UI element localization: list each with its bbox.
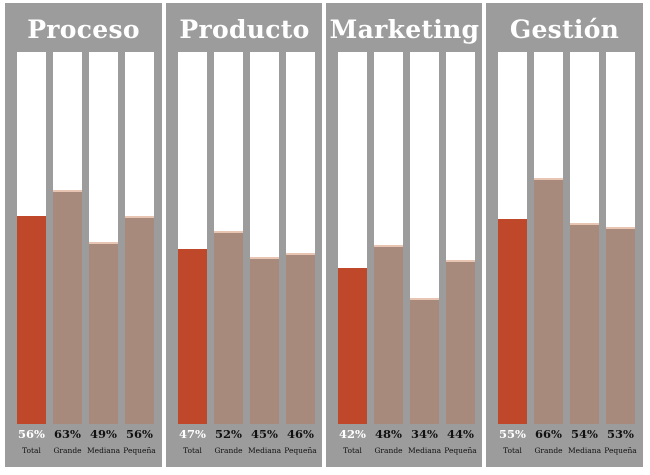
category-label: Pequeña xyxy=(123,446,156,455)
panel-title: Producto xyxy=(179,15,310,44)
data-label: 53% xyxy=(607,427,634,441)
category-label: Mediana xyxy=(247,446,282,455)
bar-proceso-pequena xyxy=(125,215,154,424)
bar-track xyxy=(534,52,563,424)
panel-title: Marketing xyxy=(329,15,480,44)
panel-divider xyxy=(162,0,164,475)
panel-producto: Producto 47% Total 52% Grande 45% Mediana 46% Pe… xyxy=(166,3,323,467)
data-label: 66% xyxy=(535,427,562,441)
bar-gestion-mediana xyxy=(570,223,599,424)
data-label: 42% xyxy=(339,427,366,441)
data-label: 48% xyxy=(375,427,402,441)
panel-title: Gestión xyxy=(509,15,620,44)
category-label: Total xyxy=(183,446,202,455)
bar-track xyxy=(214,52,243,424)
bar-producto-pequena xyxy=(286,252,315,424)
bar-track xyxy=(286,52,315,424)
bar-track xyxy=(250,52,279,424)
bar-producto-grande xyxy=(214,230,243,424)
bar-track xyxy=(374,52,403,424)
bar-proceso-total xyxy=(17,215,46,424)
category-label: Total xyxy=(343,446,362,455)
panel-marketing: Marketing 42% Total 48% Grande 34% Mediana 44% P… xyxy=(326,3,483,467)
data-label: 34% xyxy=(411,427,438,441)
data-label: 46% xyxy=(287,427,314,441)
data-label: 55% xyxy=(499,427,526,441)
category-label: Total xyxy=(22,446,41,455)
category-label: Mediana xyxy=(407,446,442,455)
category-label: Grande xyxy=(214,446,243,455)
category-label: Grande xyxy=(53,446,82,455)
panel-proceso: Proceso 56% Total 63% Grande 49% Mediana 56% Peq… xyxy=(5,3,162,467)
bar-track xyxy=(606,52,635,424)
bar-marketing-total xyxy=(338,267,367,424)
category-label: Pequeña xyxy=(444,446,477,455)
bar-marketing-grande xyxy=(374,245,403,424)
bar-track xyxy=(498,52,527,424)
bar-track xyxy=(570,52,599,424)
category-label: Pequeña xyxy=(284,446,317,455)
category-label: Pequeña xyxy=(604,446,637,455)
data-label: 49% xyxy=(90,427,117,441)
bar-track xyxy=(410,52,439,424)
data-label: 45% xyxy=(251,427,278,441)
panel-title: Proceso xyxy=(27,15,140,44)
bar-proceso-mediana xyxy=(89,241,118,424)
bar-proceso-grande xyxy=(53,189,82,424)
bar-gestion-total xyxy=(498,219,527,424)
bar-gestion-grande xyxy=(534,178,563,424)
category-label: Mediana xyxy=(86,446,121,455)
bar-track xyxy=(446,52,475,424)
bar-track xyxy=(178,52,207,424)
bar-marketing-pequena xyxy=(446,260,475,424)
bar-gestion-pequena xyxy=(606,226,635,424)
data-label: 54% xyxy=(571,427,598,441)
bar-producto-total xyxy=(178,249,207,424)
bar-marketing-mediana xyxy=(410,297,439,424)
category-label: Grande xyxy=(374,446,403,455)
data-label: 56% xyxy=(18,427,45,441)
bar-track xyxy=(53,52,82,424)
bar-producto-mediana xyxy=(250,256,279,424)
bar-track xyxy=(338,52,367,424)
panel-divider xyxy=(482,0,484,475)
category-label: Total xyxy=(503,446,522,455)
category-label: Grande xyxy=(534,446,563,455)
data-label: 63% xyxy=(54,427,81,441)
data-label: 56% xyxy=(126,427,153,441)
data-label: 44% xyxy=(447,427,474,441)
panel-divider xyxy=(322,0,324,475)
bar-track xyxy=(17,52,46,424)
panel-gestion: Gestión 55% Total 66% Grande 54% Mediana 53% Peq… xyxy=(486,3,643,467)
data-label: 47% xyxy=(179,427,206,441)
data-label: 52% xyxy=(215,427,242,441)
category-label: Mediana xyxy=(567,446,602,455)
bar-track xyxy=(89,52,118,424)
bar-track xyxy=(125,52,154,424)
